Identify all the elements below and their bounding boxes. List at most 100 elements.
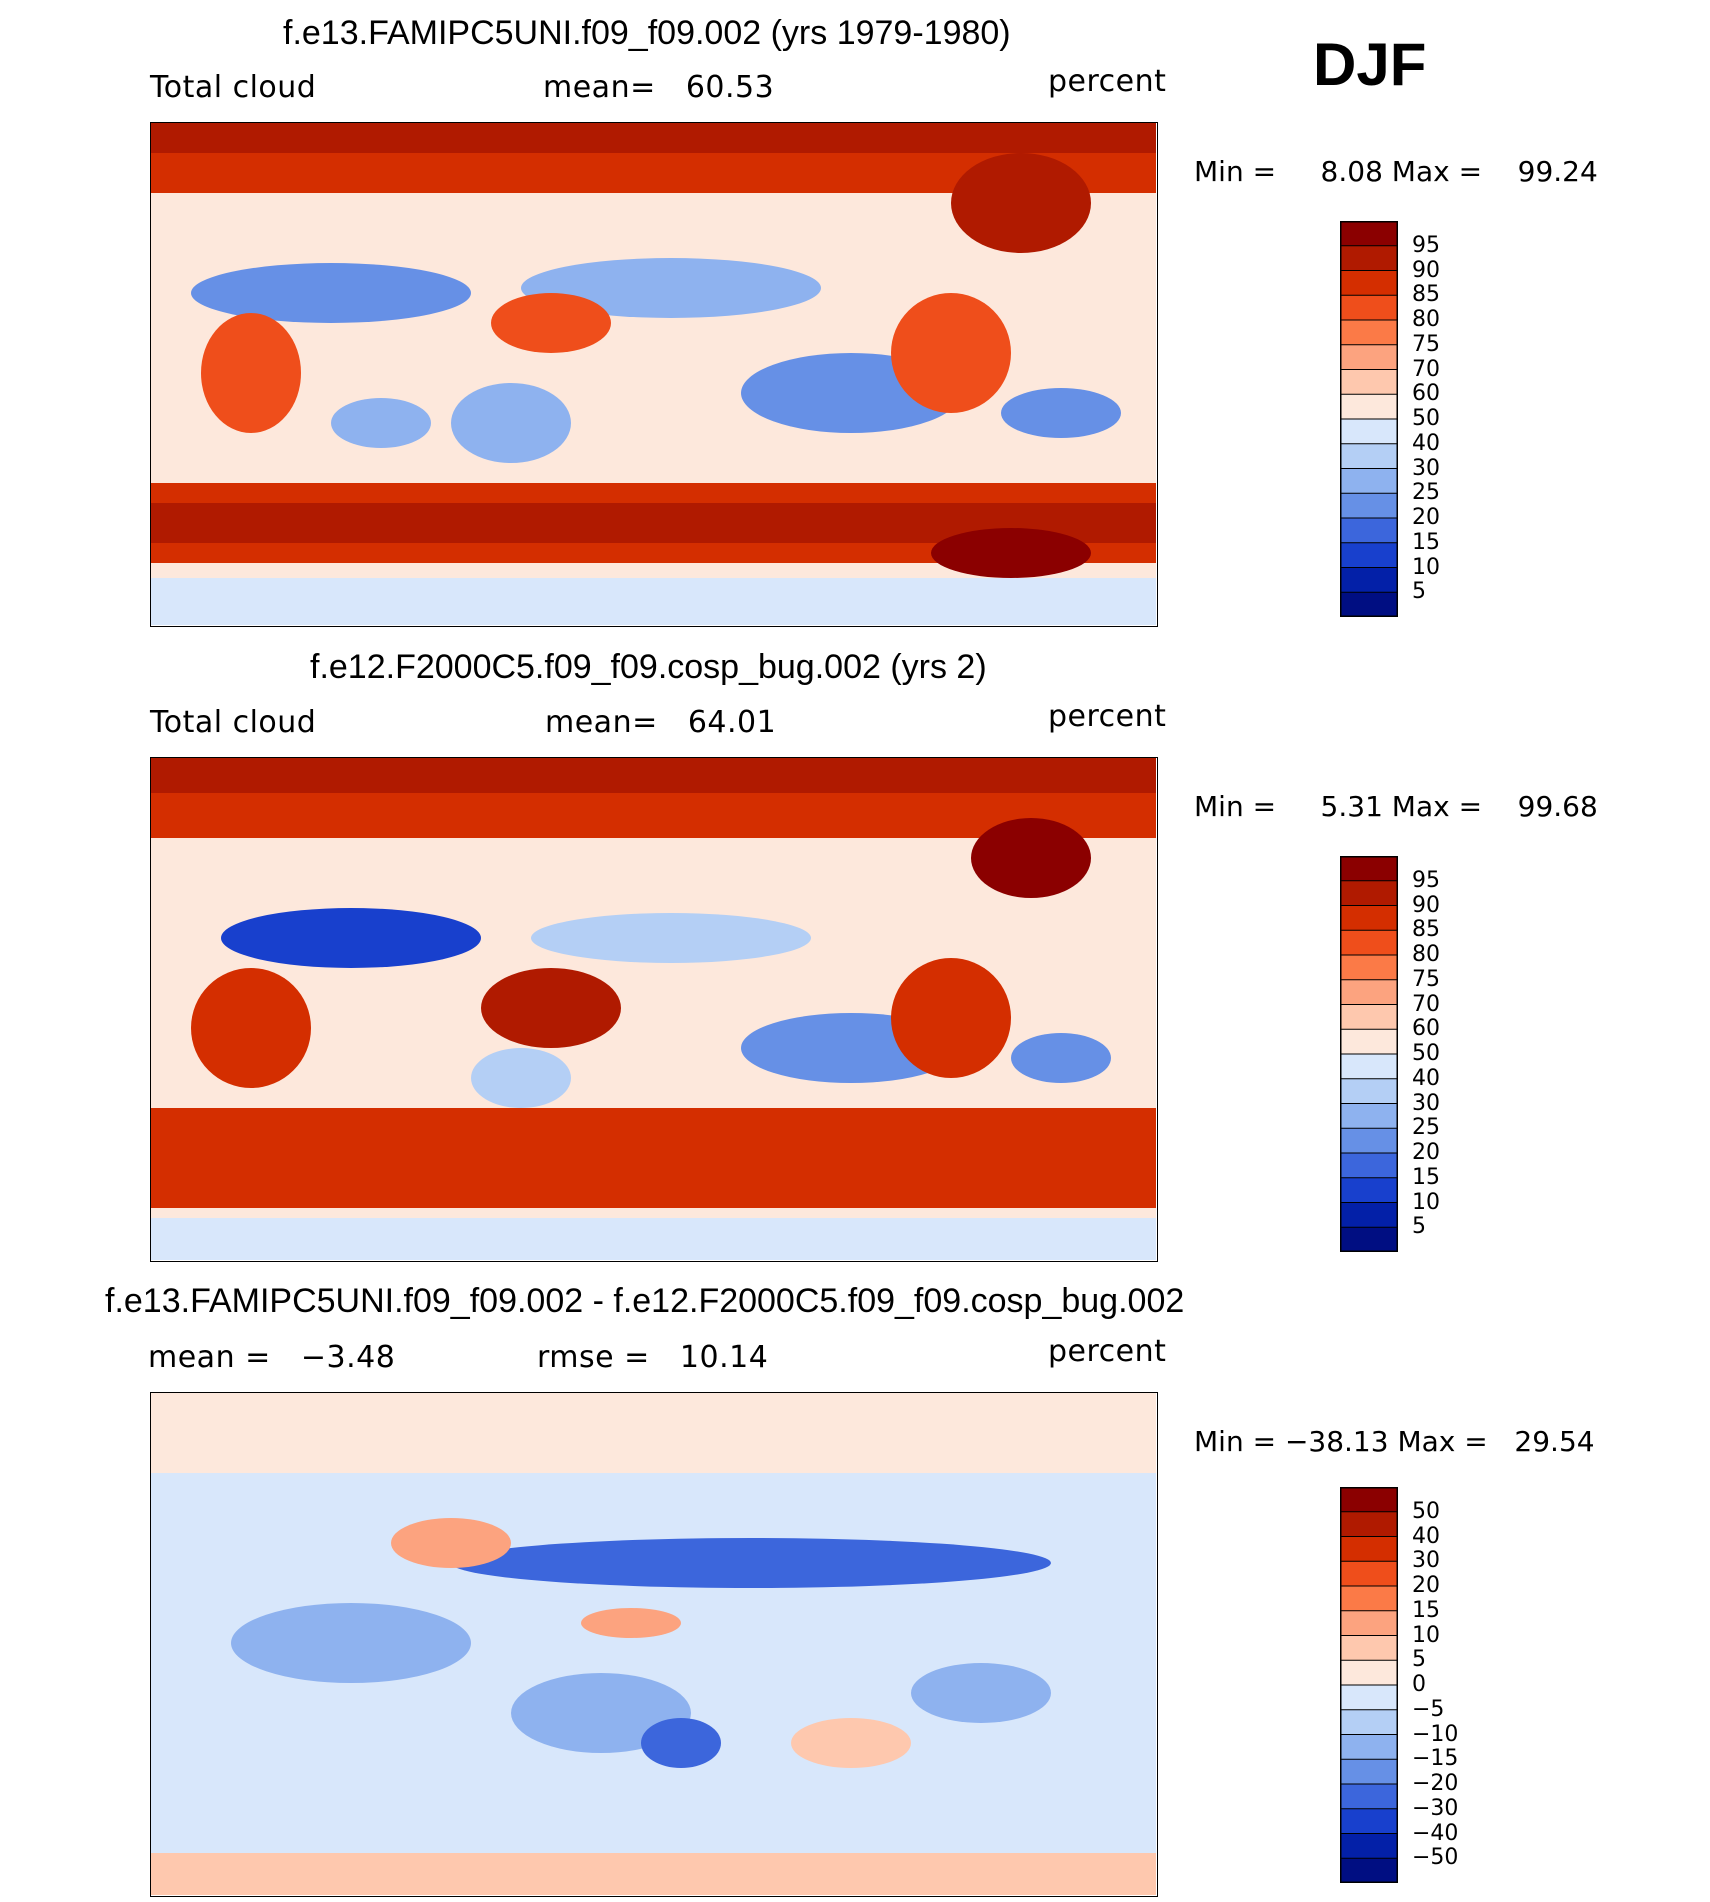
colorbar-segment bbox=[1339, 468, 1399, 495]
colorbar-tick-label: 80 bbox=[1412, 307, 1440, 332]
colorbar-tick-label: 95 bbox=[1412, 867, 1440, 893]
colorbar-segment bbox=[1339, 344, 1399, 371]
colorbar-segment bbox=[1339, 294, 1399, 321]
colorbar-segment bbox=[1339, 1078, 1399, 1105]
colorbar-tick-label: 5 bbox=[1412, 579, 1426, 605]
panel2-title: f.e12.F2000C5.f09_f09.cosp_bug.002 (yrs … bbox=[310, 648, 987, 686]
colorbar-border bbox=[1339, 855, 1399, 1253]
panel3-units-label: percent bbox=[1048, 1334, 1167, 1369]
colorbar-tick-label: −15 bbox=[1412, 1746, 1459, 1772]
colorbar-segment bbox=[1339, 1808, 1399, 1835]
colorbar-tick-label: 85 bbox=[1412, 282, 1440, 308]
colorbar-tick-label: 25 bbox=[1412, 480, 1440, 506]
colorbar-tick-label: 50 bbox=[1412, 1498, 1440, 1524]
colorbar-tick-label: 50 bbox=[1412, 406, 1440, 431]
colorbar-border bbox=[1339, 1486, 1399, 1884]
colorbar-tick-label: 60 bbox=[1412, 1016, 1440, 1042]
colorbar-border bbox=[1339, 220, 1399, 618]
panel1-variable-label: Total cloud bbox=[150, 70, 317, 105]
colorbar-segment bbox=[1339, 418, 1399, 445]
colorbar-tick-label: 20 bbox=[1412, 505, 1440, 530]
colorbar-tick-label: −10 bbox=[1412, 1721, 1459, 1747]
colorbar-tick-label: 0 bbox=[1412, 1672, 1426, 1697]
colorbar-segment bbox=[1339, 1783, 1399, 1810]
colorbar-tick-label: 95 bbox=[1412, 232, 1440, 258]
panel1-units-label: percent bbox=[1048, 64, 1167, 99]
colorbar-segment bbox=[1339, 1857, 1399, 1884]
colorbar-segment bbox=[1339, 1833, 1399, 1860]
colorbar-tick-label: 70 bbox=[1412, 991, 1440, 1017]
colorbar-segment bbox=[1339, 1758, 1399, 1785]
colorbar-segment bbox=[1339, 1635, 1399, 1662]
colorbar-tick-label: −30 bbox=[1412, 1795, 1459, 1821]
colorbar-tick-label: 10 bbox=[1412, 554, 1440, 580]
colorbar-segment bbox=[1339, 517, 1399, 544]
colorbar-segment bbox=[1339, 1202, 1399, 1229]
panel1-title: f.e13.FAMIPC5UNI.f09_f09.002 (yrs 1979-1… bbox=[283, 14, 1011, 52]
colorbar-segment bbox=[1339, 1486, 1399, 1513]
colorbar-tick-label: 60 bbox=[1412, 381, 1440, 407]
panel1-map-svg bbox=[151, 123, 1156, 625]
panel2-colorbar-svg bbox=[1339, 855, 1399, 1253]
panel3-colorbar bbox=[1339, 1486, 1399, 1884]
colorbar-tick-label: 15 bbox=[1412, 529, 1440, 555]
colorbar-tick-label: 10 bbox=[1412, 1622, 1440, 1648]
panel2-map-svg bbox=[151, 758, 1156, 1260]
colorbar-tick-label: 80 bbox=[1412, 942, 1440, 967]
colorbar-segment bbox=[1339, 979, 1399, 1006]
colorbar-segment bbox=[1339, 245, 1399, 272]
panel1-mean-label: mean= 60.53 bbox=[543, 70, 775, 105]
colorbar-tick-label: 5 bbox=[1412, 1214, 1426, 1240]
colorbar-segment bbox=[1339, 492, 1399, 519]
colorbar-tick-label: 30 bbox=[1412, 1548, 1440, 1574]
colorbar-segment bbox=[1339, 1511, 1399, 1538]
colorbar-tick-label: 15 bbox=[1412, 1164, 1440, 1190]
colorbar-segment bbox=[1339, 319, 1399, 346]
panel1-colorbar-svg bbox=[1339, 220, 1399, 618]
colorbar-segment bbox=[1339, 270, 1399, 297]
colorbar-tick-label: 30 bbox=[1412, 1090, 1440, 1116]
panel3-minmax: Min = −38.13 Max = 29.54 bbox=[1194, 1425, 1595, 1458]
colorbar-tick-label: 40 bbox=[1412, 430, 1440, 456]
colorbar-tick-label: −40 bbox=[1412, 1820, 1459, 1846]
panel1-colorbar bbox=[1339, 220, 1399, 618]
colorbar-tick-label: −5 bbox=[1412, 1696, 1445, 1722]
colorbar-segment bbox=[1339, 369, 1399, 396]
colorbar-segment bbox=[1339, 1536, 1399, 1563]
season-label: DJF bbox=[1313, 31, 1427, 98]
panel3-map-svg bbox=[151, 1393, 1156, 1895]
colorbar-tick-label: 5 bbox=[1412, 1647, 1426, 1673]
colorbar-segment bbox=[1339, 1004, 1399, 1031]
panel3-mean-label: mean = −3.48 bbox=[148, 1340, 396, 1375]
colorbar-segment bbox=[1339, 1053, 1399, 1080]
colorbar-tick-label: −50 bbox=[1412, 1845, 1459, 1871]
colorbar-segment bbox=[1339, 929, 1399, 956]
colorbar-tick-label: 50 bbox=[1412, 1041, 1440, 1066]
colorbar-segment bbox=[1339, 220, 1399, 247]
panel2-mean-label: mean= 64.01 bbox=[545, 705, 777, 740]
colorbar-tick-label: 90 bbox=[1412, 892, 1440, 918]
panel2-colorbar bbox=[1339, 855, 1399, 1253]
colorbar-segment bbox=[1339, 880, 1399, 907]
colorbar-tick-label: −20 bbox=[1412, 1771, 1459, 1796]
colorbar-segment bbox=[1339, 855, 1399, 882]
colorbar-segment bbox=[1339, 1560, 1399, 1587]
colorbar-tick-label: 15 bbox=[1412, 1597, 1440, 1623]
colorbar-tick-label: 30 bbox=[1412, 455, 1440, 481]
panel3-title: f.e13.FAMIPC5UNI.f09_f09.002 - f.e12.F20… bbox=[105, 1282, 1185, 1320]
panel1-minmax: Min = 8.08 Max = 99.24 bbox=[1194, 155, 1598, 188]
colorbar-segment bbox=[1339, 591, 1399, 618]
colorbar-tick-label: 20 bbox=[1412, 1140, 1440, 1165]
colorbar-segment bbox=[1339, 393, 1399, 420]
colorbar-segment bbox=[1339, 954, 1399, 981]
colorbar-segment bbox=[1339, 542, 1399, 569]
colorbar-segment bbox=[1339, 1177, 1399, 1204]
colorbar-segment bbox=[1339, 567, 1399, 594]
colorbar-tick-label: 90 bbox=[1412, 257, 1440, 283]
panel1-map bbox=[150, 122, 1158, 627]
colorbar-tick-label: 70 bbox=[1412, 356, 1440, 382]
colorbar-segment bbox=[1339, 1659, 1399, 1686]
panel3-map bbox=[150, 1392, 1158, 1897]
panel2-map bbox=[150, 757, 1158, 1262]
colorbar-tick-label: 40 bbox=[1412, 1523, 1440, 1549]
